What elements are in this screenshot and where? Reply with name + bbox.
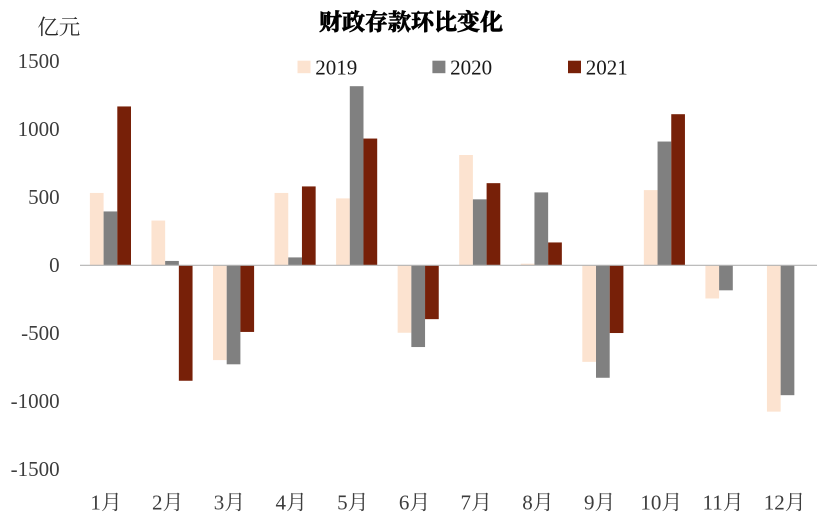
- svg-text:2020: 2020: [450, 56, 492, 80]
- svg-text:财政存款环比变化: 财政存款环比变化: [319, 4, 503, 37]
- svg-text:11月: 11月: [702, 491, 743, 515]
- svg-text:-500: -500: [21, 321, 60, 345]
- svg-text:4月: 4月: [275, 491, 307, 515]
- svg-text:2021: 2021: [586, 56, 628, 80]
- svg-text:9月: 9月: [584, 491, 616, 515]
- svg-text:3月: 3月: [214, 491, 246, 515]
- svg-text:8月: 8月: [522, 491, 554, 515]
- svg-text:亿元: 亿元: [37, 11, 80, 42]
- svg-text:2月: 2月: [152, 491, 184, 515]
- svg-text:7月: 7月: [461, 491, 493, 515]
- svg-text:2019: 2019: [315, 56, 357, 80]
- svg-text:500: 500: [28, 185, 60, 209]
- svg-text:-1000: -1000: [11, 389, 60, 413]
- svg-text:1500: 1500: [18, 49, 60, 73]
- svg-text:5月: 5月: [337, 491, 369, 515]
- svg-text:1000: 1000: [18, 117, 60, 141]
- svg-text:10月: 10月: [640, 491, 682, 515]
- svg-text:6月: 6月: [399, 491, 431, 515]
- svg-text:12月: 12月: [764, 491, 806, 515]
- svg-text:1月: 1月: [90, 491, 122, 515]
- svg-text:0: 0: [49, 253, 60, 277]
- svg-text:-1500: -1500: [11, 457, 60, 481]
